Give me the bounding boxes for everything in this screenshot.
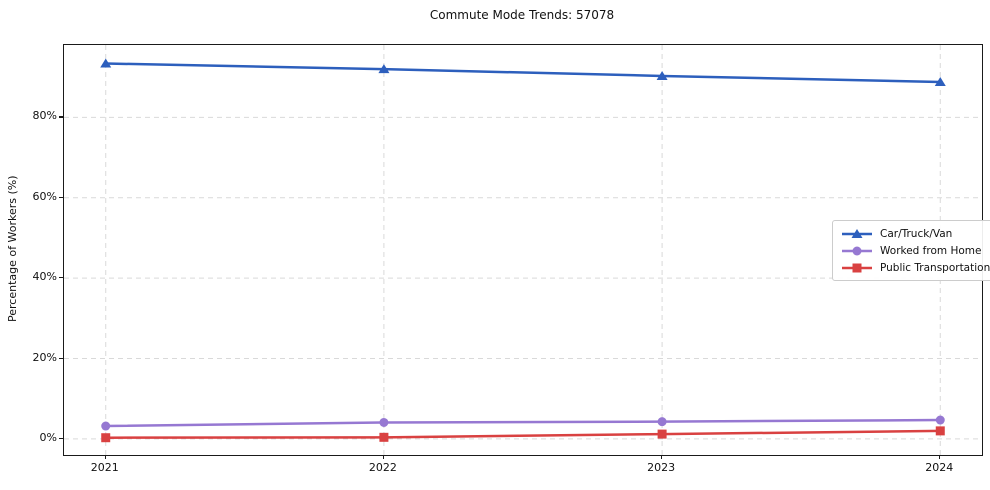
y-tick-mark (59, 116, 63, 118)
legend-marker (852, 263, 862, 272)
y-tick-label: 20% (32, 350, 57, 364)
x-tick-mark (104, 455, 106, 459)
y-axis-label: Percentage of Workers (%) (6, 175, 19, 323)
data-point-car-truck-van (378, 64, 390, 74)
data-point-car-truck-van (656, 70, 668, 80)
y-tick-mark (59, 196, 63, 198)
legend-label: Car/Truck/Van (880, 227, 953, 240)
data-point-public-transportation (935, 426, 945, 436)
legend-item-car-truck-van: Car/Truck/Van (841, 226, 990, 241)
data-point-worked-from-home (101, 421, 111, 431)
legend-item-worked-from-home: Worked from Home (841, 243, 990, 258)
x-tick-label: 2021 (90, 461, 119, 474)
legend-label: Worked from Home (880, 244, 982, 257)
legend: Car/Truck/Van Worked from Home Public Tran… (832, 220, 990, 281)
y-tick-mark (59, 437, 63, 440)
legend-marker (851, 228, 863, 238)
y-tick-label: 0% (39, 430, 57, 444)
x-tick-mark (382, 455, 385, 459)
legend-marker-square-icon (842, 263, 872, 272)
chart-canvas (64, 45, 982, 455)
x-tick-mark (661, 455, 663, 459)
y-tick-mark (59, 357, 63, 359)
x-tick-label: 2023 (647, 461, 676, 474)
y-tick-mark (59, 277, 63, 279)
legend-marker (852, 246, 862, 255)
x-tick-mark (939, 455, 941, 459)
data-point-public-transportation (101, 433, 111, 443)
y-tick-label: 60% (32, 189, 57, 203)
series-line-car-truck-van (104, 62, 942, 84)
data-point-worked-from-home (379, 417, 389, 427)
y-tick-label: 40% (32, 270, 57, 284)
series-line-worked-from-home (104, 418, 942, 428)
series-line-public-transportation (104, 429, 942, 439)
legend-label: Public Transportation (880, 261, 990, 274)
data-point-car-truck-van (100, 58, 112, 68)
data-point-public-transportation (657, 429, 667, 439)
x-tick-label: 2022 (368, 461, 397, 474)
y-tick-label: 80% (32, 109, 57, 123)
chart-title: Commute Mode Trends: 57078 (429, 8, 615, 22)
data-point-worked-from-home (657, 417, 667, 427)
legend-marker-triangle-icon (842, 228, 872, 238)
data-point-car-truck-van (934, 76, 946, 86)
data-point-worked-from-home (935, 415, 945, 425)
plot-area (63, 44, 983, 456)
x-tick-label: 2024 (925, 461, 954, 474)
legend-marker-circle-icon (842, 246, 872, 255)
legend-item-public-transportation: Public Transportation (841, 260, 990, 275)
data-point-public-transportation (379, 432, 389, 442)
